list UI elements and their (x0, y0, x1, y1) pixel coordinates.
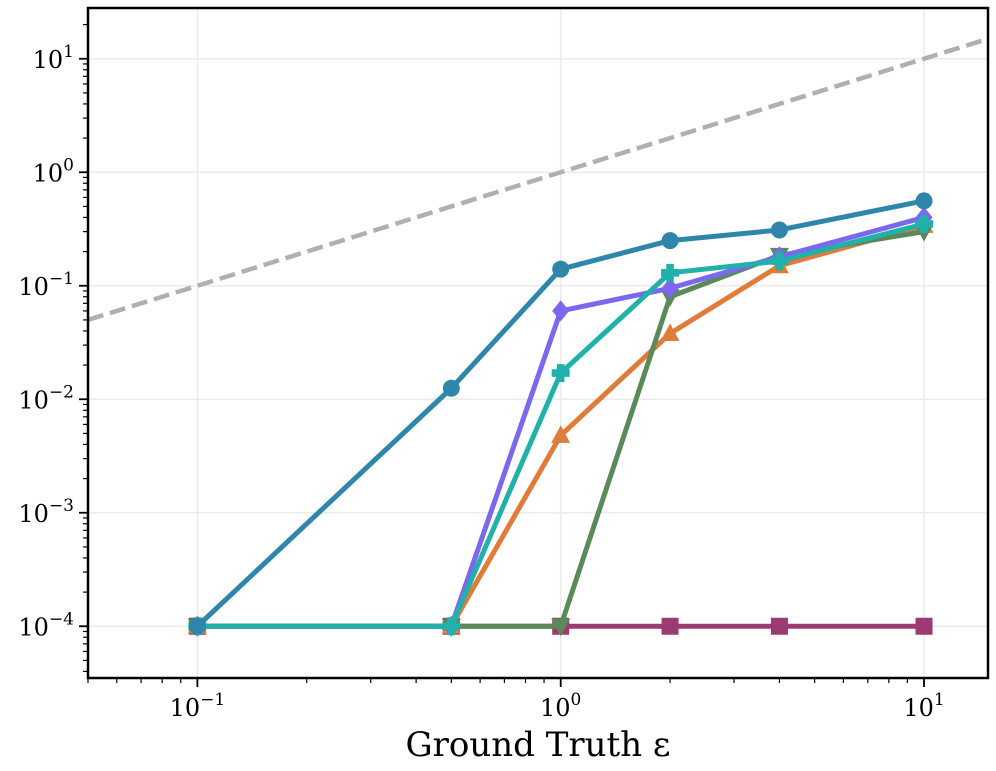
y-tick-label: 10−1 (18, 269, 74, 301)
reference-dashed-line (88, 36, 988, 323)
series-line (194, 221, 927, 629)
y-tick-label: 10−3 (18, 496, 74, 528)
data-point-triangle-up (551, 425, 571, 443)
data-point-circle (915, 192, 933, 210)
axes-frame (86, 6, 990, 680)
data-point-plus (442, 617, 461, 636)
x-tick-label: 10−1 (170, 690, 226, 722)
x-tick-label: 101 (903, 690, 944, 722)
x-tick-label: 100 (540, 690, 581, 722)
data-point-circle (442, 379, 460, 397)
data-point-circle (770, 221, 788, 239)
data-point-circle (552, 260, 570, 278)
data-point-plus (661, 263, 680, 282)
data-point-circle (188, 617, 206, 635)
x-axis-title: Ground Truth ε (405, 725, 670, 765)
series-6 (188, 192, 933, 635)
data-point-circle (661, 232, 679, 250)
plot-area (88, 36, 988, 637)
tick-labels: 10−1 100 101 10−4 10−3 10−2 10−1 100 101 (18, 42, 944, 722)
data-point-plus (915, 215, 934, 234)
data-point-square (770, 617, 788, 635)
data-point-triangle-up (660, 323, 680, 341)
y-tick-label: 10−4 (18, 609, 74, 641)
data-point-plus (551, 364, 570, 383)
data-point-square (915, 617, 933, 635)
y-tick-label: 10−2 (18, 382, 74, 414)
data-point-triangle-down (551, 618, 571, 637)
data-point-square (661, 617, 679, 635)
axes (79, 6, 990, 687)
series-line (194, 198, 927, 629)
y-tick-label: 101 (33, 42, 74, 74)
y-tick-label: 100 (33, 155, 74, 187)
data-point-diamond (661, 277, 679, 299)
data-point-plus (770, 252, 789, 271)
data-point-diamond (552, 300, 570, 322)
